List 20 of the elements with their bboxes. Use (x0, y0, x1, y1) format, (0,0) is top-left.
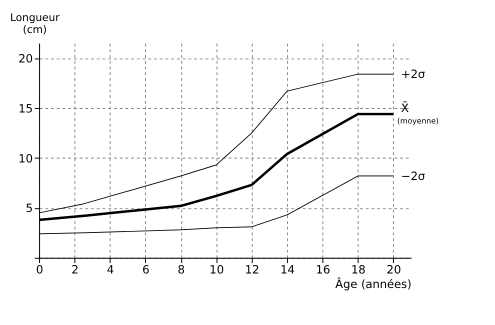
series-label: −2σ (400, 168, 426, 183)
x-tick-label: 0 (36, 262, 44, 277)
x-tick-label: 2 (71, 262, 79, 277)
series-label: X̄ (moyenne) (397, 101, 439, 126)
x-tick-label: 18 (351, 262, 366, 277)
x-tick-label: 6 (142, 262, 150, 277)
x-tick-label: 16 (316, 262, 330, 277)
x-tick-label: 12 (244, 262, 260, 277)
x-tick-label: 10 (209, 262, 224, 277)
x-tick-label: 14 (280, 262, 295, 277)
x-tick-label: 8 (178, 262, 185, 277)
x-axis-title: Âge (années) (335, 276, 412, 291)
x-tick-label: 20 (386, 262, 402, 277)
y-tick-label: 5 (26, 201, 33, 216)
y-axis-title: Longueur (cm) (10, 12, 60, 36)
y-tick-label: 10 (18, 151, 33, 166)
y-tick-label: 15 (18, 101, 33, 116)
y-tick-label: 20 (18, 51, 33, 66)
series-label: +2σ (400, 66, 426, 81)
x-tick-label: 4 (106, 262, 114, 277)
